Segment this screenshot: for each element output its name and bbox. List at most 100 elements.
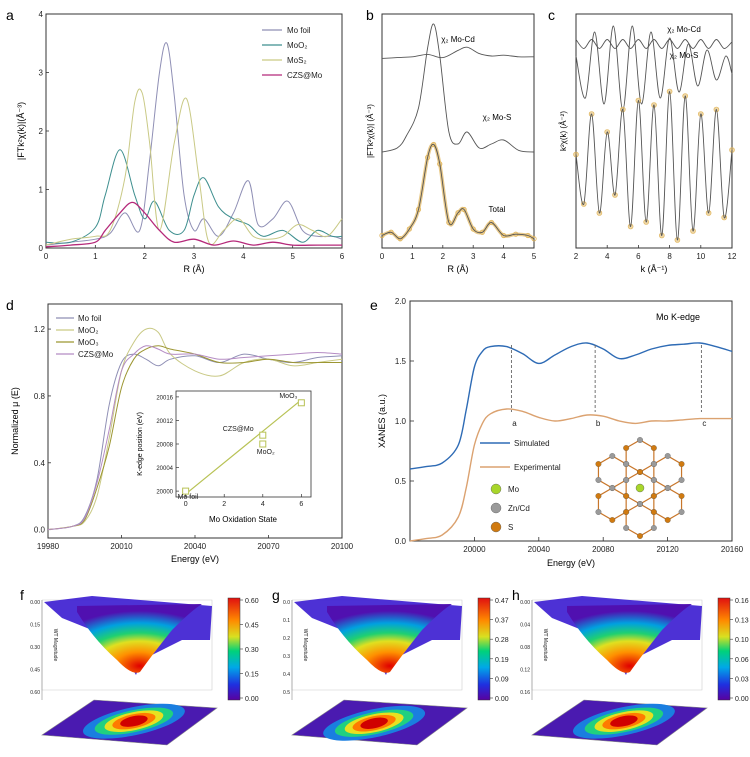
colorbar-tick-label: 0.00 — [495, 696, 509, 703]
legend-label: MoO₂ — [287, 41, 307, 50]
atom — [595, 477, 602, 483]
chart-panel-d: 19980 20010 20040 20070 20100 0.0 0.4 0.8 1.2 En… — [10, 303, 354, 564]
atom — [650, 445, 657, 451]
bond-hexagon — [625, 503, 655, 537]
x-tick-label: 20040 — [528, 545, 551, 554]
colorbar-tick-label: 0.09 — [495, 676, 509, 683]
x-tick-label: 5 — [290, 252, 295, 261]
data-point — [446, 219, 452, 226]
y-tick-label: 20000 — [156, 490, 173, 496]
y-tick-label: 20016 — [156, 395, 173, 401]
data-label: CZS@Mo — [223, 426, 254, 433]
data-point — [424, 154, 431, 161]
legend-label: MoO₂ — [78, 326, 98, 335]
series-line-c-0 — [575, 39, 733, 49]
colorbar-tick-label: 0.13 — [735, 618, 749, 625]
peak-label: c — [702, 419, 706, 428]
colorbar-tick-label: 0.06 — [735, 657, 749, 664]
colorbar-tick-label: 0.45 — [245, 623, 259, 630]
panel-e-frame — [409, 300, 733, 542]
species-swatch — [490, 483, 502, 495]
z-axis-label: WT Magnitude — [52, 629, 58, 662]
panel-label-f: f — [20, 587, 24, 603]
colorbar-tick-label: 0.03 — [735, 676, 749, 683]
atom — [637, 437, 643, 443]
atom — [609, 517, 616, 523]
data-point — [470, 226, 476, 232]
colorbar-tick-label: 0.10 — [735, 637, 749, 644]
y-tick-label: 0.5 — [395, 477, 407, 486]
wt-bowl — [77, 604, 202, 673]
data-point — [479, 229, 485, 235]
legend-label: CZS@Mo — [78, 350, 114, 359]
series-line-mos2 — [45, 88, 343, 246]
chart-panel-g: 0.47 0.37 0.28 0.19 0.09 0.00 0.0 0.1 0.2 0.3 0.4 0… — [283, 596, 509, 746]
atom — [595, 493, 602, 499]
z-tick-label: 0.16 — [520, 690, 530, 696]
x-tick-label: 0 — [184, 501, 188, 508]
x-tick-label: 4 — [605, 252, 610, 261]
z-tick-label: 0.2 — [283, 636, 290, 642]
series-line-b-1 — [381, 23, 535, 153]
species-label: S — [508, 523, 513, 532]
panel-b-annotation-mos: χ₂ Mo-S — [483, 113, 512, 122]
data-point — [455, 210, 461, 216]
panel-c-frame — [575, 13, 733, 249]
data-point — [259, 440, 267, 448]
atom — [623, 461, 630, 467]
x-tick-label: 3 — [192, 252, 197, 261]
bond-hexagon — [597, 455, 627, 489]
x-tick-label: 4 — [261, 501, 265, 508]
atom — [609, 485, 616, 491]
y-tick-label: 2 — [39, 127, 44, 136]
x-tick-label: 8 — [667, 252, 672, 261]
atom — [650, 493, 657, 499]
data-label: MoO₃ — [279, 393, 297, 400]
series-line-mos2 — [47, 327, 343, 531]
peak-label: b — [596, 419, 601, 428]
data-label: MoO₂ — [257, 449, 275, 456]
x-tick-label: 0 — [380, 252, 385, 261]
panel-d-xlabel: Energy (eV) — [171, 554, 219, 564]
series-line-moo2 — [45, 149, 343, 244]
y-tick-label: 2.0 — [395, 297, 407, 306]
data-point — [415, 206, 422, 213]
bond-hexagon — [653, 487, 683, 521]
y-tick-label: 1.0 — [395, 417, 407, 426]
panel-e-ylabel: XANES (a.u.) — [377, 394, 387, 448]
y-tick-label: 0.8 — [34, 392, 46, 401]
atom — [678, 509, 685, 515]
panel-label-d: d — [6, 297, 14, 313]
z-tick-label: 0.00 — [520, 600, 530, 606]
chart-panel-c: 2 4 6 8 10 12 k (Å⁻¹) k²χ(k) (Å⁻²) χ₂ Mo-Cd χ… — [559, 13, 737, 274]
atom — [623, 509, 630, 515]
y-tick-label: 4 — [39, 10, 44, 19]
panel-c-annotation-mos: χ₂ Mo-S — [670, 51, 699, 60]
z-tick-label: 0.08 — [520, 645, 530, 651]
panel-label-c: c — [548, 7, 555, 23]
series-line-simulated — [409, 342, 733, 470]
atom — [595, 509, 602, 515]
z-tick-label: 0.12 — [520, 668, 530, 674]
legend-label: Mo foil — [287, 26, 311, 35]
inset-ylabel: K-edge position (eV) — [137, 412, 144, 476]
bond-hexagon — [653, 455, 683, 489]
heat-contour — [610, 715, 638, 727]
x-tick-label: 2 — [574, 252, 579, 261]
x-tick-label: 20040 — [184, 542, 207, 551]
panel-c-xlabel: k (Å⁻¹) — [641, 264, 668, 274]
data-point — [500, 232, 507, 239]
panel-c-annotation-mocd: χ₂ Mo-Cd — [667, 25, 701, 34]
panel-d-inset: 0 2 4 6 20000 20004 20008 20012 20016 Mo foil MoO… — [137, 390, 312, 524]
species-swatch — [490, 502, 502, 514]
x-tick-label: 0 — [44, 252, 49, 261]
atom-mo — [635, 483, 645, 493]
species-label: Mo — [508, 485, 520, 494]
series-line-mo_foil — [45, 42, 343, 246]
colorbar-tick-label: 0.60 — [245, 598, 259, 605]
panel-e-title: Mo K-edge — [656, 312, 700, 322]
y-tick-label: 20012 — [156, 419, 173, 425]
y-tick-label: 0 — [39, 244, 44, 253]
data-point — [461, 206, 467, 213]
z-axis-label: WT Magnitude — [302, 629, 308, 662]
